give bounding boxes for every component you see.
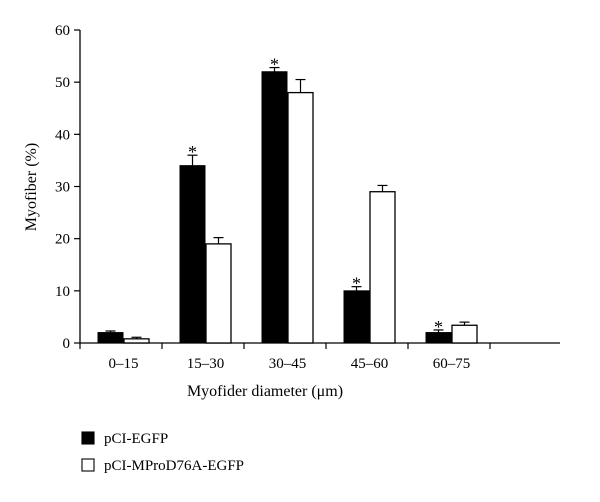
bar [261, 71, 288, 344]
y-tick-label: 50 [55, 75, 70, 91]
legend-swatch [81, 431, 95, 445]
significance-asterisk: * [434, 317, 443, 337]
x-axis-label: Myofider diameter (μm) [187, 383, 343, 400]
bar [205, 243, 232, 344]
bar [451, 324, 478, 344]
bar [369, 191, 396, 344]
significance-asterisk: * [352, 274, 361, 294]
legend-swatch [81, 458, 95, 472]
bar [97, 332, 124, 344]
legend-label: pCI-MProD76A-EGFP [104, 458, 244, 474]
x-tick-label: 30–45 [269, 356, 307, 372]
bar [343, 290, 370, 344]
y-tick-label: 30 [55, 180, 70, 196]
y-axis-label: Myofiber (%) [23, 143, 40, 231]
bar [287, 91, 314, 344]
significance-asterisk: * [188, 142, 197, 162]
y-tick-label: 0 [63, 336, 71, 352]
legend: pCI-EGFP pCI-MProD76A-EGFP [81, 431, 244, 474]
x-tick-label: 45–60 [351, 356, 389, 372]
significance-asterisk: * [270, 55, 279, 75]
bars: * * * * [97, 55, 478, 344]
x-tick-label: 15–30 [187, 356, 225, 372]
bar [123, 338, 150, 344]
y-tick-label: 40 [55, 127, 70, 143]
legend-label: pCI-EGFP [104, 431, 168, 447]
x-tick-label: 0–15 [109, 356, 139, 372]
axes: 0 10 20 30 40 50 60 0–15 15–30 30–45 45–60 60–75 [55, 23, 560, 372]
bar [179, 165, 206, 344]
y-tick-label: 20 [55, 232, 70, 248]
y-tick-label: 60 [55, 23, 70, 39]
y-tick-label: 10 [55, 284, 70, 300]
x-tick-label: 60–75 [433, 356, 471, 372]
